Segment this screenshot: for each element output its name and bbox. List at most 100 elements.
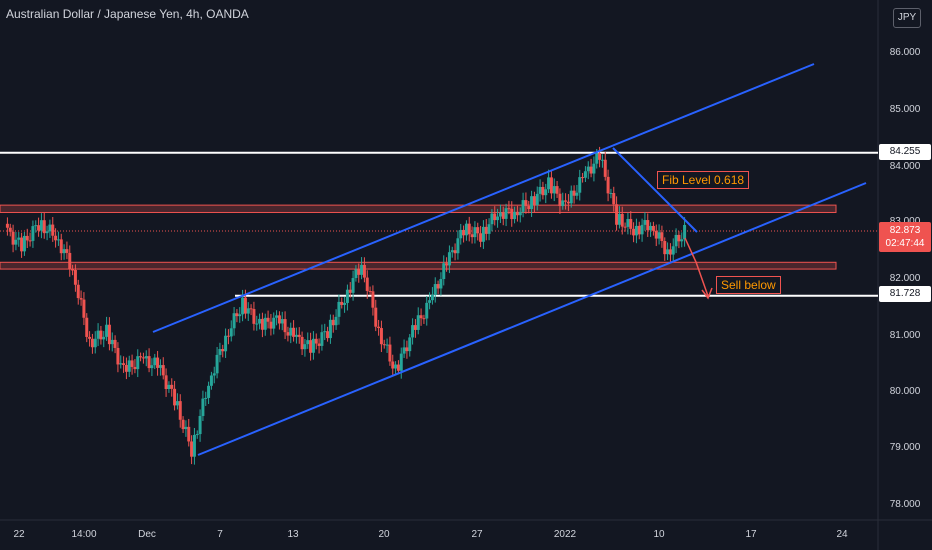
candle-body	[283, 319, 287, 333]
candle-body	[365, 277, 369, 291]
candle-body	[243, 297, 247, 314]
plot-area	[0, 0, 878, 520]
candle-body	[521, 200, 525, 212]
candle-body	[260, 318, 264, 330]
time-axis-label: 14:00	[71, 529, 97, 540]
time-axis-label: 13	[287, 529, 299, 540]
candle-body	[263, 317, 267, 330]
candle-body	[309, 340, 313, 353]
candle-body	[481, 226, 485, 242]
candle-body	[626, 218, 630, 227]
candle-body	[51, 224, 55, 236]
candle-body	[311, 338, 315, 353]
candle-body	[422, 318, 426, 320]
time-axis-label: 27	[471, 529, 483, 540]
candle-body	[394, 364, 398, 369]
candle-body	[229, 328, 233, 337]
candle-body	[496, 216, 500, 221]
candle-body	[464, 223, 468, 236]
candle-body	[71, 269, 75, 271]
candle-body	[323, 331, 327, 333]
candle-body	[510, 208, 514, 220]
candle-body	[326, 331, 330, 339]
candle-body	[25, 235, 29, 241]
level-price-tag: 84.255	[879, 144, 931, 160]
candle-body	[637, 225, 641, 235]
candle-body	[331, 319, 335, 326]
candle-body	[583, 171, 587, 178]
candle-body	[470, 234, 474, 238]
candle-body	[190, 441, 194, 457]
candle-body	[42, 220, 46, 234]
candle-body	[73, 269, 77, 285]
candle-body	[280, 319, 284, 324]
candle-body	[600, 159, 604, 161]
candle-body	[541, 186, 545, 196]
candle-body	[371, 291, 375, 308]
time-axis-label: 17	[745, 529, 757, 540]
candle-body	[133, 366, 137, 370]
candle-body	[107, 324, 111, 345]
time-axis-label: 20	[378, 529, 390, 540]
candle-body	[566, 201, 570, 204]
candle-body	[252, 309, 256, 324]
candle-body	[343, 302, 347, 305]
candle-body	[623, 226, 627, 228]
candle-body	[238, 314, 242, 317]
candle-body	[65, 249, 69, 253]
channel-upper-line	[152, 63, 815, 333]
candle-body	[294, 334, 298, 337]
candle-body	[232, 313, 236, 329]
candle-body	[198, 415, 202, 435]
candle-body	[20, 237, 24, 252]
candle-body	[411, 325, 415, 338]
candle-body	[524, 200, 528, 207]
candle-body	[493, 213, 497, 221]
candle-body	[207, 385, 211, 398]
candle-body	[453, 250, 457, 254]
candle-body	[405, 347, 409, 352]
candle-body	[595, 153, 599, 164]
candle-body	[379, 328, 383, 345]
candle-body	[85, 317, 89, 337]
sell-below-annotation[interactable]: Sell below	[716, 276, 781, 294]
candle-body	[484, 226, 488, 234]
candle-body	[88, 336, 92, 339]
descending-trendline	[612, 147, 698, 233]
candle-body	[337, 301, 341, 317]
candle-body	[113, 339, 117, 348]
candle-body	[297, 334, 301, 337]
candle-body	[578, 177, 582, 193]
candle-body	[439, 279, 443, 289]
time-axis-label: 24	[836, 529, 848, 540]
sell-arrow-line	[684, 237, 709, 297]
candle-body	[167, 384, 171, 390]
candle-body	[306, 340, 310, 345]
candle-body	[513, 211, 517, 220]
current-price-value: 82.873	[889, 225, 921, 236]
candle-body	[178, 401, 182, 420]
candle-body	[90, 338, 94, 348]
candle-body	[634, 225, 638, 236]
candle-body	[195, 434, 199, 436]
time-axis-label: 2022	[553, 529, 577, 540]
candle-body	[374, 307, 378, 327]
candle-body	[224, 335, 228, 352]
candle-body	[388, 344, 392, 362]
candle-body	[368, 290, 372, 292]
candle-body	[328, 319, 332, 339]
candle-body	[351, 278, 355, 293]
candle-body	[447, 252, 451, 266]
fib-level-annotation[interactable]: Fib Level 0.618	[657, 171, 750, 189]
candle-body	[569, 190, 573, 204]
candle-body	[303, 344, 307, 350]
price-axis-label: 85.000	[889, 104, 921, 115]
time-axis-label: 22	[13, 529, 25, 540]
currency-button[interactable]: JPY	[893, 8, 921, 28]
candle-body	[249, 308, 253, 310]
candle-body	[144, 356, 148, 359]
candle-body	[680, 239, 684, 242]
candle-body	[515, 211, 519, 216]
candle-body	[14, 239, 18, 245]
